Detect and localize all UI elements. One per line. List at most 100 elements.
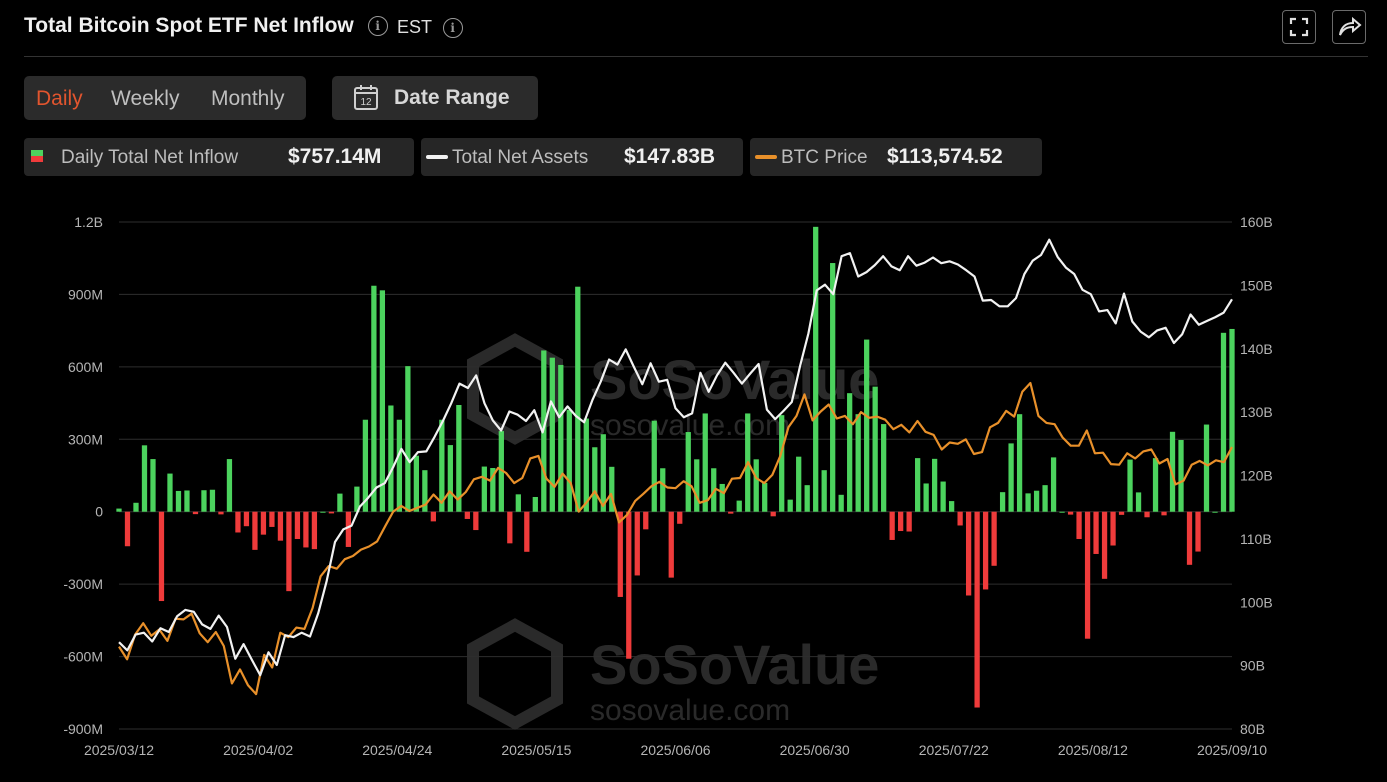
inflow-bar bbox=[1161, 511, 1167, 516]
inflow-bar bbox=[830, 263, 836, 512]
inflow-bar bbox=[558, 364, 564, 512]
inflow-bar bbox=[957, 511, 963, 526]
inflow-bar bbox=[643, 511, 649, 530]
y-right-tick-label: 100B bbox=[1240, 594, 1273, 610]
legend-item-net-assets[interactable]: Total Net Assets $147.83B bbox=[421, 138, 743, 176]
y-right-tick-label: 90B bbox=[1240, 658, 1265, 674]
inflow-bar bbox=[320, 511, 326, 513]
inflow-bar bbox=[1178, 440, 1184, 512]
inflow-bar bbox=[940, 481, 946, 512]
inflow-bar bbox=[796, 456, 802, 512]
tab-daily[interactable]: Daily bbox=[36, 87, 83, 110]
inflow-bar bbox=[609, 466, 615, 512]
legend-item-btc-price[interactable]: BTC Price $113,574.52 bbox=[750, 138, 1042, 176]
share-icon bbox=[1339, 16, 1362, 36]
inflow-bar bbox=[311, 511, 318, 550]
inflow-bar bbox=[141, 445, 148, 512]
inflow-bar bbox=[872, 386, 878, 512]
inflow-bar bbox=[948, 501, 955, 512]
inflow-bar bbox=[923, 483, 929, 512]
y-left-tick-label: -900M bbox=[63, 721, 103, 737]
inflow-bar bbox=[566, 409, 572, 512]
inflow-bar bbox=[1059, 511, 1065, 513]
inflow-bar bbox=[269, 511, 275, 527]
inflow-bar bbox=[728, 511, 734, 514]
inflow-bar bbox=[575, 286, 581, 512]
tab-weekly[interactable]: Weekly bbox=[111, 87, 180, 110]
inflow-bar bbox=[192, 511, 199, 515]
inflow-bar bbox=[456, 405, 462, 512]
watermark-url: sosovalue.com bbox=[590, 694, 790, 727]
fullscreen-button[interactable] bbox=[1282, 10, 1316, 44]
inflow-bar bbox=[158, 511, 165, 602]
inflow-bar bbox=[915, 458, 921, 512]
inflow-bar bbox=[864, 339, 870, 512]
inflow-bar bbox=[133, 502, 139, 512]
watermark-logo-icon bbox=[467, 618, 563, 730]
inflow-bar bbox=[116, 508, 122, 512]
chart-title: Total Bitcoin Spot ETF Net Inflow i bbox=[24, 14, 388, 38]
date-range-label: Date Range bbox=[394, 86, 510, 109]
inflow-bar bbox=[931, 458, 938, 512]
inflow-bar bbox=[303, 511, 309, 548]
inflow-bar bbox=[481, 466, 487, 512]
period-selector: Daily Weekly Monthly bbox=[24, 76, 306, 120]
inflow-bar bbox=[660, 468, 666, 512]
inflow-bar bbox=[277, 511, 284, 541]
x-tick-label: 2025/08/12 bbox=[1058, 742, 1128, 758]
inflow-bar bbox=[991, 511, 997, 566]
inflow-bar bbox=[1016, 414, 1023, 512]
info-icon[interactable]: i bbox=[367, 16, 388, 37]
inflow-bar bbox=[413, 455, 420, 512]
inflow-bar bbox=[804, 485, 810, 512]
inflow-bar bbox=[218, 511, 224, 515]
inflow-bar bbox=[813, 226, 819, 512]
inflow-bar bbox=[677, 511, 683, 524]
inflow-bar bbox=[362, 419, 369, 512]
inflow-bar bbox=[1084, 511, 1091, 639]
x-tick-label: 2025/04/24 bbox=[362, 742, 432, 758]
inflow-bar bbox=[1110, 511, 1116, 546]
y-right-tick-label: 140B bbox=[1240, 341, 1273, 357]
inflow-bar bbox=[490, 468, 496, 512]
inflow-bar bbox=[779, 415, 785, 512]
inflow-bar bbox=[668, 511, 674, 578]
calendar-icon: 12 bbox=[354, 85, 378, 110]
x-tick-label: 2025/09/10 bbox=[1197, 742, 1267, 758]
date-range-button[interactable]: 12 Date Range bbox=[332, 76, 538, 120]
inflow-bar bbox=[345, 511, 352, 547]
timezone-label: EST i bbox=[397, 17, 463, 39]
btc-price-line bbox=[118, 381, 1233, 696]
inflow-bar bbox=[524, 511, 530, 552]
inflow-bar bbox=[651, 420, 657, 512]
inflow-bar bbox=[1101, 511, 1108, 579]
tab-monthly[interactable]: Monthly bbox=[211, 87, 285, 110]
share-button[interactable] bbox=[1332, 10, 1366, 44]
legend-value: $113,574.52 bbox=[887, 145, 1003, 168]
inflow-bar bbox=[838, 494, 844, 512]
inflow-bar bbox=[447, 445, 453, 512]
inflow-bar bbox=[694, 459, 700, 512]
inflow-bar bbox=[1186, 511, 1193, 565]
inflow-bar bbox=[999, 492, 1006, 512]
inflow-bar bbox=[855, 414, 861, 512]
inflow-bar bbox=[1033, 490, 1040, 512]
inflow-bar bbox=[532, 496, 538, 512]
inflow-bar bbox=[685, 432, 691, 512]
y-left-tick-label: 600M bbox=[68, 359, 103, 375]
inflow-bar bbox=[600, 434, 606, 512]
inflow-bar bbox=[175, 490, 182, 512]
y-left-tick-label: 1.2B bbox=[74, 214, 103, 230]
legend-item-daily-inflow[interactable]: Daily Total Net Inflow $757.14M bbox=[24, 138, 414, 176]
inflow-bar bbox=[515, 494, 521, 512]
inflow-bar bbox=[430, 511, 436, 522]
inflow-swatch-icon bbox=[31, 150, 43, 162]
inflow-bar bbox=[150, 459, 156, 512]
inflow-bar bbox=[898, 511, 904, 532]
inflow-bar bbox=[422, 470, 428, 512]
timezone-info-icon[interactable]: i bbox=[442, 18, 463, 39]
inflow-bar bbox=[235, 511, 241, 533]
